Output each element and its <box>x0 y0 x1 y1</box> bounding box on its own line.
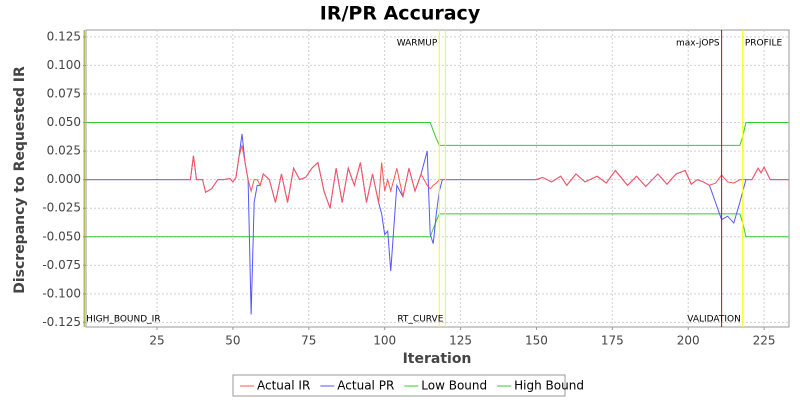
x-tick-label: 225 <box>753 334 776 348</box>
legend-label: Actual PR <box>337 379 394 393</box>
y-tick-label: -0.125 <box>42 315 81 329</box>
marker-label: VALIDATION <box>687 315 741 325</box>
x-tick-label: 150 <box>525 334 548 348</box>
marker-label: RT_CURVE <box>397 315 443 325</box>
series-line <box>84 213 789 238</box>
y-tick-label: -0.050 <box>42 229 81 243</box>
y-tick-label: 0.100 <box>47 58 81 72</box>
legend-label: Low Bound <box>421 379 487 393</box>
x-tick-label: 75 <box>301 334 316 348</box>
y-tick-label: 0.000 <box>47 172 81 186</box>
y-tick-label: 0.125 <box>47 29 81 43</box>
x-tick-label: 100 <box>373 334 396 348</box>
series-line <box>84 122 789 146</box>
markers: HIGH_BOUND_IR WARMUP RT_CURVE max-jOPS VALID… <box>83 30 783 327</box>
marker-label: WARMUP <box>397 39 438 49</box>
x-axis-label: Iteration <box>403 351 472 367</box>
x-tick-label: 25 <box>149 334 164 348</box>
x-tick-label: 175 <box>601 334 624 348</box>
y-tick-label: -0.075 <box>42 258 81 272</box>
axes: 0.125 0.100 0.075 0.050 0.025 0.000 -0.025 -0.0… <box>42 29 775 347</box>
y-tick-label: 0.050 <box>47 115 81 129</box>
plot-area <box>85 29 790 328</box>
y-tick-label: -0.100 <box>42 286 81 300</box>
y-tick-label: -0.025 <box>42 201 81 215</box>
y-axis-label: Discrepancy to Requested IR <box>12 66 28 294</box>
legend-items: Actual IR Actual PR Low Bound High Bound <box>240 379 584 393</box>
marker-label: HIGH_BOUND_IR <box>86 315 160 325</box>
lines <box>84 122 789 315</box>
y-tick-label: 0.075 <box>47 86 81 100</box>
marker-label: PROFILE <box>745 39 783 49</box>
x-tick-label: 200 <box>677 334 700 348</box>
y-tick-label: 0.025 <box>47 144 81 158</box>
legend-label: Actual IR <box>257 379 310 393</box>
legend <box>232 374 566 397</box>
series-line <box>84 145 789 209</box>
legend-label: High Bound <box>514 379 584 393</box>
chart-title: IR/PR Accuracy <box>320 3 481 25</box>
marker-label: max-jOPS <box>676 39 720 49</box>
x-tick-label: 50 <box>225 334 240 348</box>
x-tick-label: 125 <box>449 334 472 348</box>
